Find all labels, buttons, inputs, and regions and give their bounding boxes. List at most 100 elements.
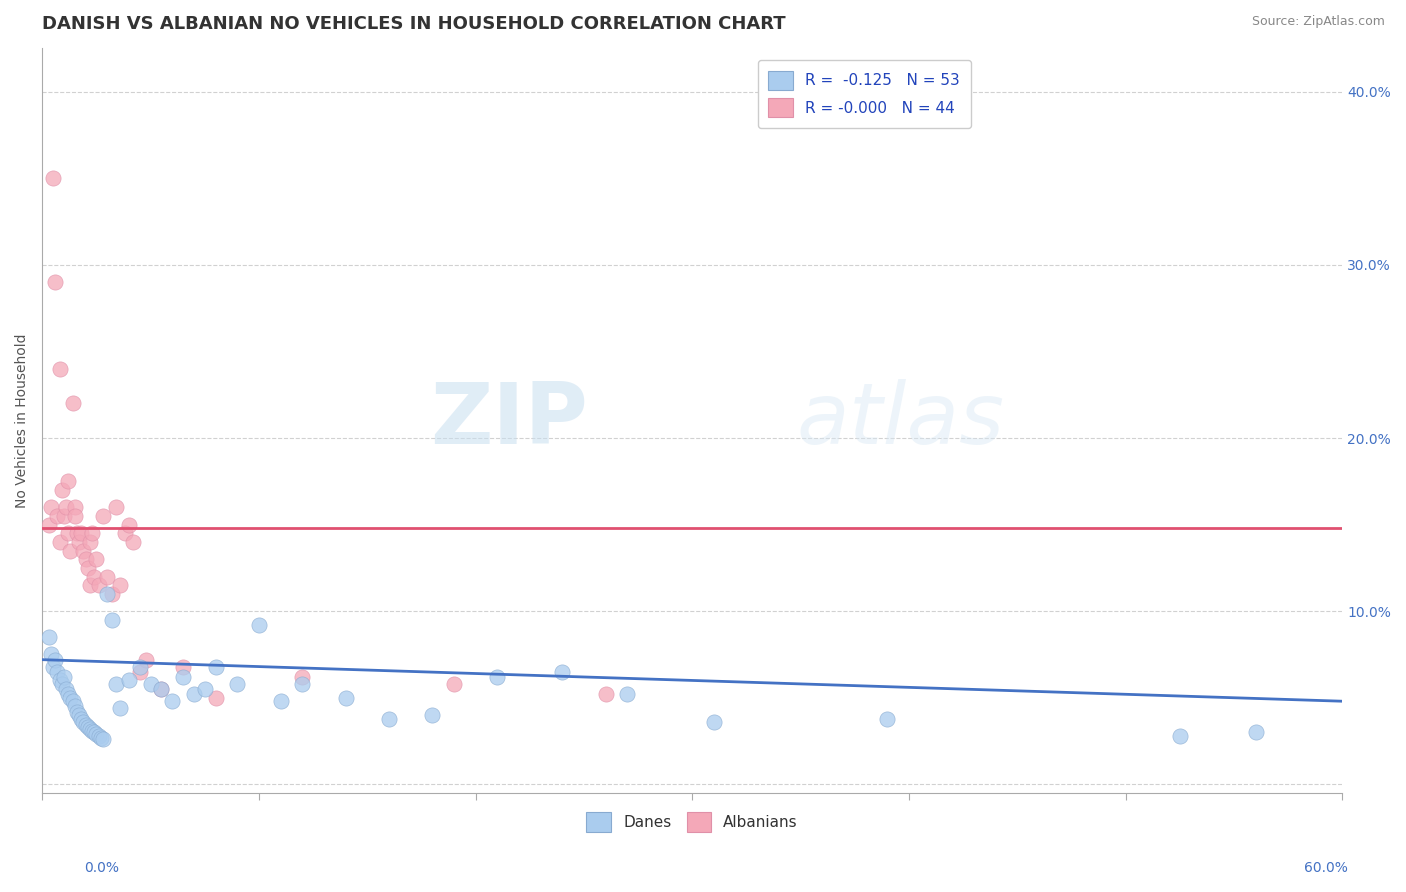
- Point: [443, 677, 465, 691]
- Point: [194, 682, 217, 697]
- Point: [51, 677, 73, 691]
- Text: DANISH VS ALBANIAN NO VEHICLES IN HOUSEHOLD CORRELATION CHART: DANISH VS ALBANIAN NO VEHICLES IN HOUSEH…: [42, 15, 786, 33]
- Point: [63, 699, 86, 714]
- Point: [204, 659, 226, 673]
- Point: [75, 552, 97, 566]
- Point: [87, 729, 110, 743]
- Point: [226, 677, 249, 691]
- Point: [44, 653, 66, 667]
- Point: [48, 361, 70, 376]
- Point: [51, 483, 73, 497]
- Point: [58, 526, 80, 541]
- Point: [96, 587, 118, 601]
- Point: [247, 618, 270, 632]
- Point: [96, 569, 118, 583]
- Point: [48, 673, 70, 688]
- Point: [46, 665, 69, 679]
- Point: [270, 694, 292, 708]
- Point: [63, 500, 86, 515]
- Point: [80, 526, 103, 541]
- Point: [703, 714, 725, 729]
- Point: [128, 665, 150, 679]
- Text: atlas: atlas: [796, 379, 1004, 462]
- Point: [183, 687, 205, 701]
- Point: [172, 670, 194, 684]
- Point: [108, 578, 131, 592]
- Point: [59, 690, 82, 705]
- Point: [104, 677, 127, 691]
- Point: [335, 690, 357, 705]
- Text: Source: ZipAtlas.com: Source: ZipAtlas.com: [1251, 15, 1385, 28]
- Point: [486, 670, 509, 684]
- Point: [876, 712, 898, 726]
- Point: [86, 727, 108, 741]
- Point: [62, 396, 84, 410]
- Point: [42, 659, 65, 673]
- Point: [139, 677, 162, 691]
- Point: [160, 694, 183, 708]
- Point: [80, 723, 103, 738]
- Y-axis label: No Vehicles in Household: No Vehicles in Household: [15, 334, 30, 508]
- Point: [48, 535, 70, 549]
- Point: [87, 578, 110, 592]
- Point: [104, 500, 127, 515]
- Point: [76, 720, 98, 734]
- Point: [63, 508, 86, 523]
- Point: [79, 535, 101, 549]
- Point: [83, 725, 105, 739]
- Point: [52, 670, 75, 684]
- Point: [70, 526, 93, 541]
- Point: [72, 714, 94, 729]
- Point: [83, 569, 105, 583]
- Point: [67, 708, 90, 723]
- Point: [122, 535, 145, 549]
- Point: [39, 648, 62, 662]
- Point: [150, 682, 173, 697]
- Point: [76, 561, 98, 575]
- Point: [52, 508, 75, 523]
- Point: [91, 732, 114, 747]
- Point: [67, 535, 90, 549]
- Point: [90, 731, 112, 745]
- Point: [118, 517, 141, 532]
- Text: 0.0%: 0.0%: [84, 862, 118, 875]
- Point: [58, 687, 80, 701]
- Point: [595, 687, 617, 701]
- Point: [62, 694, 84, 708]
- Point: [1168, 729, 1191, 743]
- Point: [91, 508, 114, 523]
- Point: [59, 543, 82, 558]
- Point: [291, 677, 314, 691]
- Point: [108, 701, 131, 715]
- Point: [378, 712, 401, 726]
- Point: [79, 722, 101, 736]
- Point: [204, 690, 226, 705]
- Point: [79, 578, 101, 592]
- Point: [70, 712, 93, 726]
- Point: [44, 275, 66, 289]
- Point: [172, 659, 194, 673]
- Point: [46, 508, 69, 523]
- Point: [118, 673, 141, 688]
- Point: [39, 500, 62, 515]
- Point: [55, 682, 77, 697]
- Point: [291, 670, 314, 684]
- Point: [150, 682, 173, 697]
- Point: [128, 659, 150, 673]
- Point: [100, 613, 122, 627]
- Point: [66, 705, 89, 719]
- Point: [135, 653, 157, 667]
- Legend: Danes, Albanians: Danes, Albanians: [578, 803, 807, 841]
- Point: [66, 526, 89, 541]
- Point: [58, 475, 80, 489]
- Point: [1244, 725, 1267, 739]
- Point: [38, 630, 60, 644]
- Point: [86, 552, 108, 566]
- Point: [100, 587, 122, 601]
- Point: [551, 665, 574, 679]
- Point: [114, 526, 136, 541]
- Point: [420, 708, 443, 723]
- Text: 60.0%: 60.0%: [1303, 862, 1348, 875]
- Point: [72, 543, 94, 558]
- Point: [616, 687, 638, 701]
